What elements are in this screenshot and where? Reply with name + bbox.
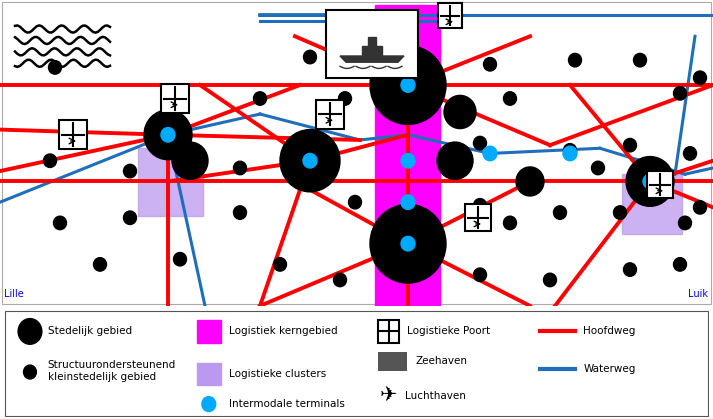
Bar bbox=[378, 320, 399, 343]
Circle shape bbox=[233, 206, 247, 219]
Circle shape bbox=[401, 153, 415, 168]
Bar bbox=[161, 84, 189, 113]
Circle shape bbox=[43, 154, 56, 168]
Circle shape bbox=[684, 147, 697, 160]
Circle shape bbox=[568, 53, 582, 67]
Bar bbox=[326, 10, 418, 78]
Circle shape bbox=[334, 273, 347, 287]
Circle shape bbox=[123, 164, 136, 178]
Circle shape bbox=[674, 87, 687, 100]
Circle shape bbox=[339, 92, 352, 105]
Circle shape bbox=[503, 216, 516, 230]
Circle shape bbox=[674, 258, 687, 271]
Bar bbox=[316, 100, 344, 129]
Circle shape bbox=[172, 142, 208, 179]
Circle shape bbox=[349, 195, 361, 209]
Bar bbox=[622, 174, 682, 234]
Circle shape bbox=[24, 365, 36, 379]
Circle shape bbox=[53, 216, 66, 230]
Circle shape bbox=[233, 161, 247, 175]
Circle shape bbox=[303, 153, 317, 168]
Text: Stedelijk gebied: Stedelijk gebied bbox=[48, 326, 132, 336]
Text: Lille: Lille bbox=[4, 289, 24, 299]
Bar bbox=[59, 120, 87, 149]
Text: Logistieke clusters: Logistieke clusters bbox=[229, 369, 326, 379]
Bar bbox=[375, 41, 440, 306]
Circle shape bbox=[483, 57, 496, 71]
Text: Structuurondersteunend: Structuurondersteunend bbox=[48, 360, 176, 370]
Text: kleinstedelijk gebied: kleinstedelijk gebied bbox=[48, 372, 156, 383]
Circle shape bbox=[123, 211, 136, 225]
Bar bbox=[362, 46, 382, 56]
Circle shape bbox=[274, 258, 287, 271]
Circle shape bbox=[679, 216, 692, 230]
Bar bbox=[438, 3, 462, 28]
Circle shape bbox=[543, 273, 557, 287]
Circle shape bbox=[161, 127, 175, 142]
Circle shape bbox=[48, 61, 61, 74]
Text: Logistieke Poort: Logistieke Poort bbox=[407, 326, 491, 336]
Bar bbox=[465, 204, 491, 231]
Text: Zeehaven: Zeehaven bbox=[415, 356, 467, 366]
Circle shape bbox=[563, 144, 577, 157]
Text: Luchthaven: Luchthaven bbox=[406, 391, 466, 401]
Circle shape bbox=[503, 92, 516, 105]
Bar bbox=[197, 363, 220, 385]
Circle shape bbox=[18, 318, 42, 344]
Circle shape bbox=[473, 199, 486, 212]
Text: Luik: Luik bbox=[688, 289, 708, 299]
Circle shape bbox=[592, 161, 605, 175]
Circle shape bbox=[633, 53, 647, 67]
Circle shape bbox=[694, 71, 707, 85]
Text: Waterweg: Waterweg bbox=[583, 364, 635, 374]
Circle shape bbox=[516, 167, 544, 196]
Polygon shape bbox=[340, 56, 404, 62]
Circle shape bbox=[93, 258, 106, 271]
Circle shape bbox=[202, 397, 216, 411]
Bar bbox=[647, 171, 673, 198]
Circle shape bbox=[144, 110, 192, 160]
Circle shape bbox=[483, 146, 497, 161]
Circle shape bbox=[370, 46, 446, 124]
Text: ✈: ✈ bbox=[380, 385, 397, 406]
Circle shape bbox=[473, 136, 486, 150]
Circle shape bbox=[623, 263, 637, 276]
Text: Intermodale terminals: Intermodale terminals bbox=[229, 399, 344, 409]
Text: Hoofdweg: Hoofdweg bbox=[583, 326, 635, 336]
Circle shape bbox=[613, 206, 627, 219]
Circle shape bbox=[173, 253, 187, 266]
Bar bbox=[197, 320, 220, 343]
Circle shape bbox=[473, 268, 486, 282]
Circle shape bbox=[370, 204, 446, 283]
Bar bbox=[368, 37, 376, 46]
Circle shape bbox=[304, 50, 317, 64]
Circle shape bbox=[563, 146, 577, 161]
Circle shape bbox=[694, 201, 707, 214]
Circle shape bbox=[626, 157, 674, 206]
Text: Logistiek kerngebied: Logistiek kerngebied bbox=[229, 326, 337, 336]
Circle shape bbox=[280, 129, 340, 192]
Circle shape bbox=[401, 195, 415, 210]
Circle shape bbox=[437, 142, 473, 179]
Circle shape bbox=[643, 174, 657, 189]
Circle shape bbox=[401, 236, 415, 251]
Bar bbox=[375, 5, 440, 55]
Bar bbox=[378, 352, 407, 371]
Circle shape bbox=[553, 206, 567, 219]
Circle shape bbox=[254, 92, 267, 105]
Bar bbox=[138, 148, 203, 216]
Circle shape bbox=[623, 138, 637, 152]
Circle shape bbox=[444, 96, 476, 129]
Circle shape bbox=[401, 78, 415, 92]
